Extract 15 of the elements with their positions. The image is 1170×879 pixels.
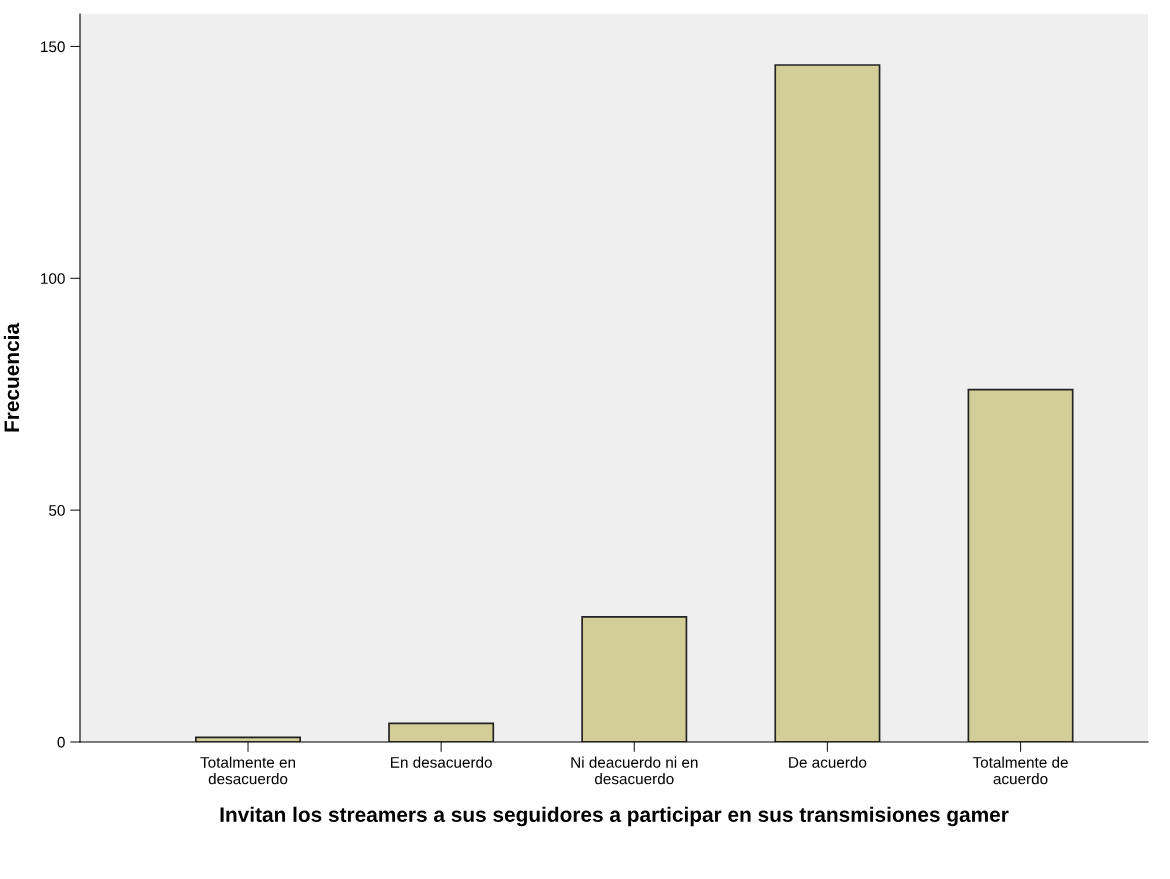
y-tick-label: 150 (41, 41, 65, 53)
bar (967, 388, 1074, 742)
y-axis-title: Frecuencia (3, 322, 20, 432)
bar (388, 722, 495, 742)
y-tick-label: 50 (49, 505, 65, 516)
y-tick-label: 0 (57, 736, 65, 748)
x-axis-title: Invitan los streamers a sus seguidores a participar en sus transmisiones gamer (220, 806, 1009, 827)
x-tick-label: Ni deacuerdo ni en desacuerdo (571, 756, 698, 785)
y-tick-label: 100 (41, 273, 65, 284)
bar (774, 64, 881, 742)
x-tick-label: De acuerdo (789, 756, 867, 768)
x-tick-label: En desacuerdo (391, 756, 492, 768)
x-tick-label: Totalmente en desacuerdo (200, 756, 296, 785)
x-tick-label: Totalmente de acuerdo (972, 756, 1068, 785)
bar (581, 615, 688, 742)
